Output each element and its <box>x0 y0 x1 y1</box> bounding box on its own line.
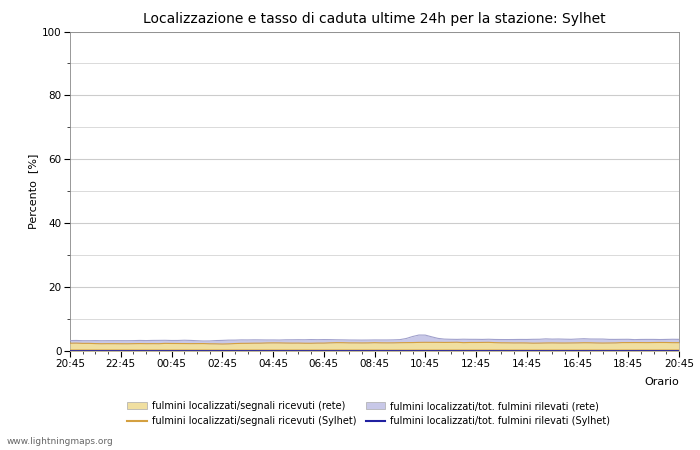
Legend: fulmini localizzati/segnali ricevuti (rete), fulmini localizzati/segnali ricevut: fulmini localizzati/segnali ricevuti (re… <box>124 397 614 430</box>
Y-axis label: Percento  [%]: Percento [%] <box>28 153 38 229</box>
Text: www.lightningmaps.org: www.lightningmaps.org <box>7 436 113 446</box>
Text: Orario: Orario <box>644 377 679 387</box>
Title: Localizzazione e tasso di caduta ultime 24h per la stazione: Sylhet: Localizzazione e tasso di caduta ultime … <box>144 12 606 26</box>
